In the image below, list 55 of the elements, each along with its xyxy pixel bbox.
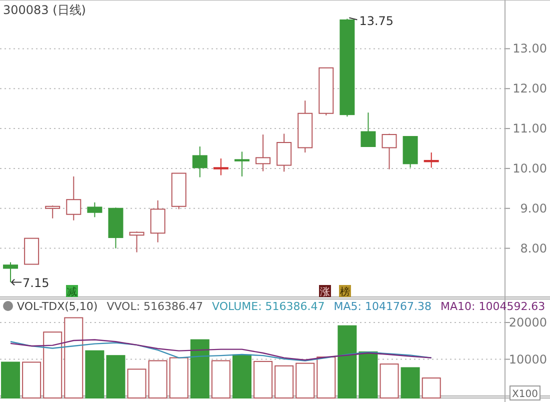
y-tick-label: 8.00 [520, 241, 547, 256]
candlestick [234, 151, 250, 177]
candlestick [360, 112, 376, 148]
bar [400, 367, 420, 398]
bar [64, 317, 84, 398]
bar [422, 377, 441, 398]
annotation: 榜 [340, 286, 350, 298]
bar [254, 360, 273, 398]
candlestick [192, 146, 208, 178]
annotation: 减 [67, 286, 77, 298]
candlestick [3, 262, 18, 283]
chart-title: 300083 (日线) [3, 3, 86, 17]
bar [338, 325, 357, 398]
bar [127, 368, 146, 398]
bar [232, 354, 252, 398]
bar [43, 332, 62, 398]
text: MA10: 1004592.63 [440, 300, 546, 313]
y-tick-label: 13.00 [512, 42, 547, 56]
candlestick [87, 202, 102, 218]
candlestick [150, 200, 166, 243]
bar [148, 360, 168, 398]
bar [85, 350, 104, 398]
annotation: VVOL: 516386.47 [106, 300, 204, 313]
bar [169, 357, 188, 398]
candlestick [382, 133, 397, 170]
bar [274, 365, 294, 398]
candlestick [213, 158, 228, 176]
y-tick-label: 10.00 [512, 161, 547, 176]
bar [316, 356, 336, 398]
candlestick [424, 152, 439, 168]
text: MA5: 1041767.38 [334, 300, 432, 313]
bar [380, 364, 399, 398]
candlestick [66, 176, 82, 221]
text: X100 [512, 389, 538, 400]
annotation: 13.75 [359, 14, 394, 28]
bar [296, 362, 315, 398]
bar [190, 339, 210, 398]
y-tick-label: 10000 [508, 352, 547, 366]
candlestick [256, 134, 271, 172]
bar [106, 355, 126, 398]
candlestick [45, 205, 60, 219]
candlestick [129, 231, 144, 253]
y-tick-label: 12.00 [512, 82, 547, 96]
y-tick-label: 20000 [508, 316, 547, 330]
y-tick-label: 9.00 [520, 201, 547, 216]
bar [211, 360, 230, 398]
bar [22, 362, 42, 398]
bar [358, 351, 378, 398]
annotation: 7.15 [22, 276, 50, 290]
annotation: 涨 [320, 286, 330, 298]
y-tick-label: 11.00 [512, 122, 547, 136]
candlestick [276, 133, 292, 172]
annotation: VOL-TDX(5,10) [17, 300, 98, 313]
bar [1, 362, 20, 398]
annotation: VOLUME: 516386.47 [212, 300, 325, 313]
